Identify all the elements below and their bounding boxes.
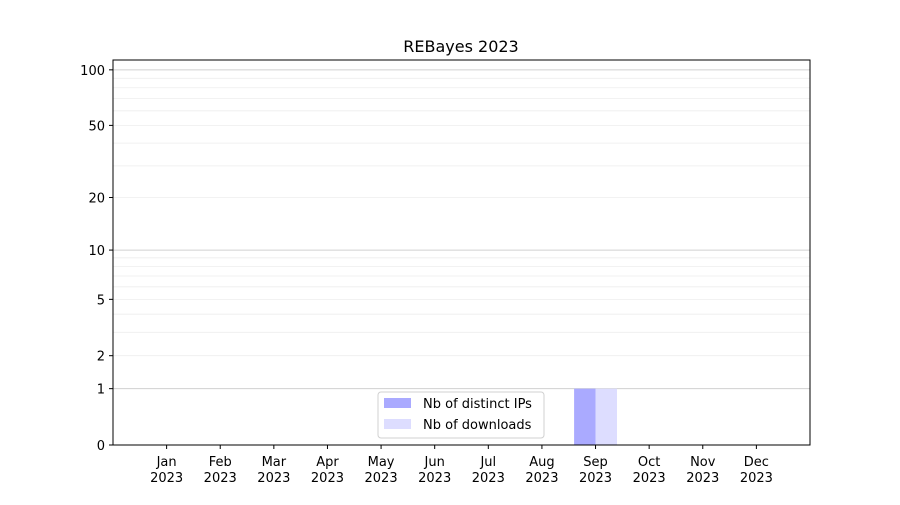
y-tick-label: 2 <box>97 350 105 365</box>
x-tick-label: Feb 2023 <box>204 455 237 486</box>
y-tick-label: 5 <box>97 293 105 308</box>
bar-downloads <box>595 388 617 445</box>
x-tick-label: May 2023 <box>365 455 398 486</box>
y-tick-label: 0 <box>97 439 105 454</box>
chart-title: REBayes 2023 <box>403 37 518 56</box>
plot-frame <box>112 59 811 446</box>
legend-swatch <box>384 398 411 408</box>
x-tick-label: Jun 2023 <box>418 455 451 486</box>
x-tick-label: Jul 2023 <box>472 455 505 486</box>
y-tick-label: 50 <box>88 119 105 134</box>
y-tick-label: 100 <box>80 64 105 79</box>
y-tick-label: 1 <box>97 383 105 398</box>
y-tick-label: 20 <box>88 192 105 207</box>
legend-label: Nb of distinct IPs <box>423 397 532 412</box>
legend-label: Nb of downloads <box>423 418 532 433</box>
x-tick-label: Sep 2023 <box>579 455 612 486</box>
legend-box <box>377 391 545 439</box>
legend-swatch <box>384 419 411 429</box>
x-tick-label: Apr 2023 <box>311 455 344 486</box>
x-tick-label: Jan 2023 <box>150 455 183 486</box>
x-tick-label: Nov 2023 <box>686 455 719 486</box>
x-tick-label: Dec 2023 <box>740 455 773 486</box>
x-tick-label: Aug 2023 <box>525 455 558 486</box>
y-tick-label: 10 <box>88 244 105 259</box>
bar-distinct-ips <box>574 388 596 445</box>
x-tick-label: Oct 2023 <box>633 455 666 486</box>
legend: Nb of distinct IPs Nb of downloads <box>377 391 545 439</box>
x-tick-label: Mar 2023 <box>257 455 290 486</box>
